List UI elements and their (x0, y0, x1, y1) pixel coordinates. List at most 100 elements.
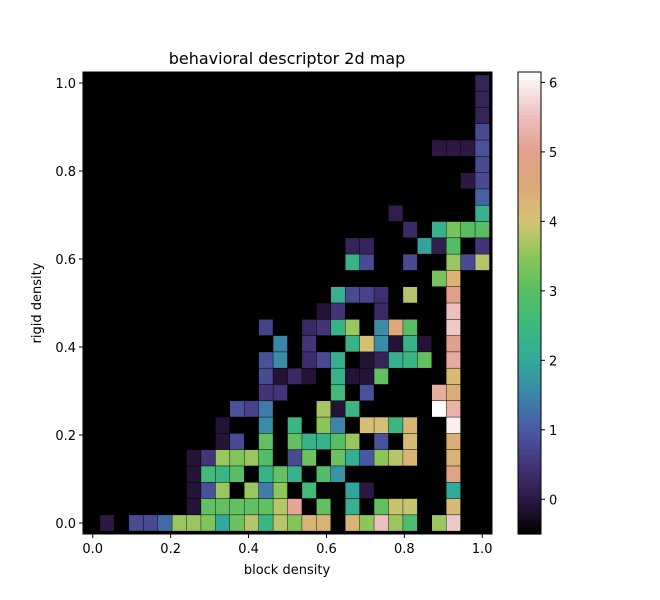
heatmap-cell (331, 352, 345, 368)
heatmap-cell (302, 482, 317, 499)
heatmap-cell (287, 466, 302, 482)
colorbar-segment (518, 449, 541, 454)
y-tick-label: 1.0 (55, 77, 76, 92)
heatmap-cell (446, 417, 461, 434)
heatmap-cell (287, 417, 302, 434)
heatmap-cell (446, 515, 461, 531)
colorbar-segment (518, 245, 541, 250)
heatmap-cell (129, 515, 144, 531)
heatmap-cell (446, 319, 461, 336)
colorbar-segment (518, 114, 541, 119)
heatmap-cell (446, 482, 461, 499)
heatmap-cell (302, 515, 317, 531)
heatmap-cell (230, 433, 244, 450)
heatmap-cell (244, 401, 259, 417)
heatmap-cell (143, 515, 158, 531)
colorbar-segment (518, 530, 541, 535)
colorbar-segment (518, 129, 541, 135)
heatmap-cell (417, 238, 432, 254)
heatmap-cell (230, 466, 244, 482)
heatmap-cell (186, 498, 201, 515)
colorbar-tick-label: 3 (549, 285, 557, 300)
colorbar-segment (518, 164, 541, 169)
colorbar-segment (518, 514, 541, 520)
heatmap-cell (331, 384, 345, 401)
x-tick-label: 0.6 (316, 542, 337, 557)
heatmap-cell (446, 254, 461, 271)
colorbar-segment (518, 380, 541, 385)
colorbar-segment (518, 145, 541, 150)
heatmap-cell (475, 205, 490, 222)
heatmap-cell (273, 352, 288, 368)
x-tick-label: 0.4 (238, 542, 259, 557)
colorbar-segment (518, 172, 541, 177)
colorbar-segment (518, 276, 541, 281)
heatmap-cell (359, 368, 374, 385)
colorbar-segment (518, 299, 541, 304)
heatmap-cell (316, 352, 331, 368)
colorbar-segment (518, 98, 541, 104)
colorbar-segment (518, 510, 541, 516)
colorbar-segment (518, 337, 541, 343)
colorbar-segment (518, 133, 541, 139)
heatmap-cell (475, 107, 490, 124)
heatmap-cell (417, 352, 432, 368)
colorbar-segment (518, 426, 541, 431)
colorbar-segment (518, 137, 541, 142)
heatmap-cell (345, 286, 360, 303)
heatmap-cell (446, 140, 461, 157)
colorbar-segment (518, 252, 541, 258)
heatmap-cell (201, 466, 216, 482)
heatmap-cell (374, 498, 389, 515)
heatmap-cell (273, 368, 288, 385)
heatmap-cell (374, 433, 389, 450)
heatmap-cell (359, 352, 374, 368)
heatmap-cell (331, 401, 345, 417)
heatmap-cell (359, 417, 374, 434)
colorbar-segment (518, 445, 541, 450)
heatmap-cell (446, 221, 461, 238)
heatmap-cell (287, 449, 302, 466)
heatmap-cell (302, 319, 317, 336)
colorbar-segment (518, 372, 541, 377)
colorbar-segment (518, 422, 541, 427)
x-tick-label: 1.0 (472, 542, 493, 557)
heatmap-cell (446, 335, 461, 352)
colorbar-segment (518, 476, 541, 481)
heatmap-cell (475, 75, 490, 91)
colorbar-segment (518, 522, 541, 527)
colorbar-segment (518, 410, 541, 416)
heatmap-cell (359, 482, 374, 499)
colorbar-segment (518, 183, 541, 189)
colorbar-segment (518, 329, 541, 335)
heatmap-cell (331, 466, 345, 482)
colorbar-segment (518, 226, 541, 231)
heatmap-cell (431, 270, 446, 287)
heatmap-cell (475, 172, 490, 189)
colorbar-segment (518, 125, 541, 131)
heatmap-cell (302, 433, 317, 450)
colorbar-segment (518, 356, 541, 362)
heatmap-cell (475, 123, 490, 140)
colorbar-segment (518, 310, 541, 316)
colorbar-segment (518, 430, 541, 435)
heatmap-cell (331, 368, 345, 385)
colorbar-segment (518, 122, 541, 127)
heatmap-cell (157, 515, 172, 531)
colorbar-segment (518, 391, 541, 396)
heatmap-cell (374, 319, 389, 336)
colorbar-segment (518, 187, 541, 192)
colorbar-segment (518, 268, 541, 273)
heatmap-cell (460, 254, 475, 271)
heatmap-cell (287, 498, 302, 515)
heatmap-cell (258, 466, 273, 482)
heatmap-cell (460, 172, 475, 189)
heatmap-cell (215, 498, 230, 515)
heatmap-cell (273, 384, 288, 401)
heatmap-cell (230, 449, 244, 466)
colorbar-segment (518, 483, 541, 489)
heatmap-cell (316, 515, 331, 531)
colorbar-segment (518, 314, 541, 319)
colorbar-segment (518, 360, 541, 366)
heatmap-cell (374, 335, 389, 352)
